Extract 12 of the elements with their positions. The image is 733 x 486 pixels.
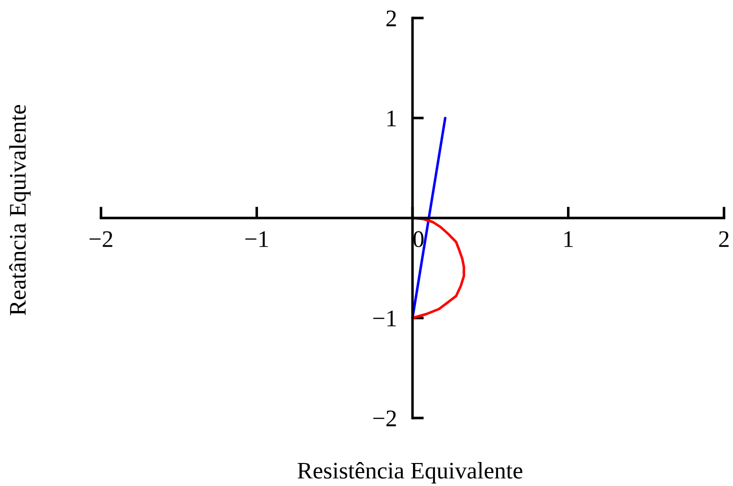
line-series (411, 216, 466, 320)
x-axis-title: Resistência Equivalente (298, 462, 522, 484)
y-tick-label: 2 (386, 10, 396, 26)
y-tick-label: 1 (387, 110, 396, 126)
y-axis-title: Reatância Equivalente (9, 104, 31, 316)
y-tick-label: −2 (373, 410, 396, 426)
x-tick-label: −1 (245, 231, 268, 247)
x-tick-label: 2 (719, 231, 729, 247)
x-tick-label: 0 (413, 231, 424, 248)
y-tick-label: −1 (373, 310, 396, 326)
x-tick-label: −2 (90, 231, 112, 247)
x-tick-label: 1 (564, 231, 573, 247)
